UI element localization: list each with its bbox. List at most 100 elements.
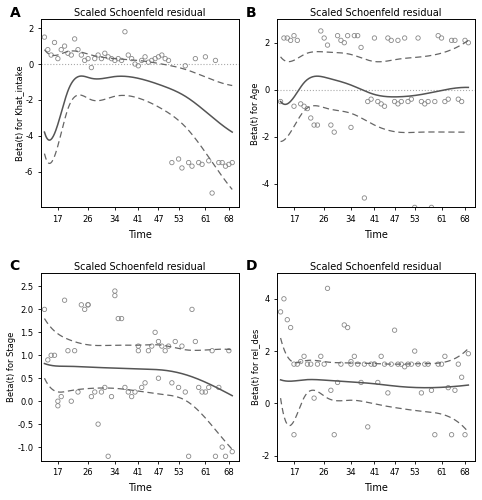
Point bbox=[290, 360, 298, 368]
Point bbox=[404, 98, 412, 106]
Point bbox=[40, 306, 48, 314]
Point bbox=[124, 388, 132, 396]
Point bbox=[57, 392, 65, 400]
Point bbox=[107, 392, 115, 400]
Point bbox=[334, 378, 341, 386]
Point bbox=[215, 158, 223, 166]
Point bbox=[350, 32, 358, 40]
Point bbox=[297, 100, 305, 108]
Point bbox=[161, 346, 169, 354]
Point bbox=[158, 51, 166, 59]
Point bbox=[155, 53, 162, 61]
Point bbox=[377, 352, 385, 360]
Point bbox=[334, 32, 341, 40]
Point bbox=[424, 98, 432, 106]
Point bbox=[212, 56, 219, 64]
X-axis label: Time: Time bbox=[128, 483, 152, 493]
Point bbox=[283, 34, 291, 42]
Point bbox=[151, 54, 159, 62]
Point bbox=[191, 54, 199, 62]
Point bbox=[121, 384, 129, 392]
Point bbox=[424, 360, 432, 368]
Point bbox=[388, 360, 395, 368]
Point bbox=[458, 98, 466, 106]
Point bbox=[91, 54, 99, 62]
Point bbox=[225, 346, 233, 354]
Point bbox=[371, 360, 378, 368]
Point bbox=[367, 95, 375, 103]
Point bbox=[54, 402, 62, 410]
Point bbox=[381, 360, 388, 368]
Point bbox=[61, 296, 68, 304]
Point bbox=[434, 360, 442, 368]
Point bbox=[394, 360, 402, 368]
Point bbox=[357, 44, 365, 52]
Point bbox=[337, 36, 345, 44]
Point bbox=[391, 98, 399, 106]
Point bbox=[145, 346, 152, 354]
Point bbox=[344, 324, 351, 332]
Point bbox=[111, 287, 119, 295]
Title: Scaled Schoenfeld residual: Scaled Schoenfeld residual bbox=[310, 8, 442, 18]
Point bbox=[294, 360, 301, 368]
Point bbox=[181, 388, 189, 396]
Point bbox=[340, 321, 348, 329]
Point bbox=[218, 158, 226, 166]
Point bbox=[371, 34, 378, 42]
Point bbox=[141, 379, 149, 387]
Point bbox=[431, 98, 439, 106]
Point bbox=[394, 100, 402, 108]
Point bbox=[350, 352, 358, 360]
Point bbox=[104, 452, 112, 460]
Point bbox=[290, 430, 298, 438]
Point bbox=[357, 378, 365, 386]
Y-axis label: Beta(t) for Age: Beta(t) for Age bbox=[251, 82, 260, 144]
Point bbox=[205, 157, 213, 165]
Point bbox=[64, 346, 72, 354]
Point bbox=[317, 352, 325, 360]
Point bbox=[195, 158, 202, 166]
Point bbox=[71, 346, 79, 354]
X-axis label: Time: Time bbox=[364, 483, 388, 493]
Point bbox=[174, 155, 182, 163]
Point bbox=[191, 338, 199, 345]
Point bbox=[294, 36, 301, 44]
Point bbox=[384, 34, 392, 42]
Point bbox=[178, 342, 186, 350]
Point bbox=[78, 51, 85, 59]
Title: Scaled Schoenfeld residual: Scaled Schoenfeld residual bbox=[74, 8, 206, 18]
Point bbox=[414, 34, 422, 42]
Point bbox=[195, 384, 202, 392]
Point bbox=[417, 98, 425, 106]
Point bbox=[78, 301, 85, 309]
Point bbox=[398, 98, 405, 106]
Point bbox=[201, 53, 209, 61]
Point bbox=[151, 328, 159, 336]
Point bbox=[361, 360, 368, 368]
Point bbox=[290, 32, 298, 40]
Point bbox=[128, 54, 135, 62]
Point bbox=[81, 306, 89, 314]
Y-axis label: Beta(t) for Stage: Beta(t) for Stage bbox=[7, 332, 16, 402]
Point bbox=[304, 104, 311, 112]
Point bbox=[134, 342, 142, 350]
Point bbox=[451, 36, 459, 44]
Y-axis label: Beta(t) for rel_des: Beta(t) for rel_des bbox=[251, 328, 260, 405]
Point bbox=[71, 35, 79, 43]
Point bbox=[407, 360, 415, 368]
Point bbox=[461, 430, 469, 438]
Point bbox=[441, 352, 449, 360]
Point bbox=[458, 373, 466, 381]
Point bbox=[44, 356, 52, 364]
Point bbox=[67, 397, 75, 405]
Point bbox=[411, 204, 418, 212]
Point bbox=[215, 384, 223, 392]
Point bbox=[118, 56, 125, 64]
Point bbox=[172, 338, 179, 345]
Point bbox=[188, 162, 196, 170]
Point bbox=[134, 346, 142, 354]
Point bbox=[391, 326, 399, 334]
Point bbox=[218, 443, 226, 451]
Point bbox=[161, 54, 169, 62]
Point bbox=[185, 452, 192, 460]
